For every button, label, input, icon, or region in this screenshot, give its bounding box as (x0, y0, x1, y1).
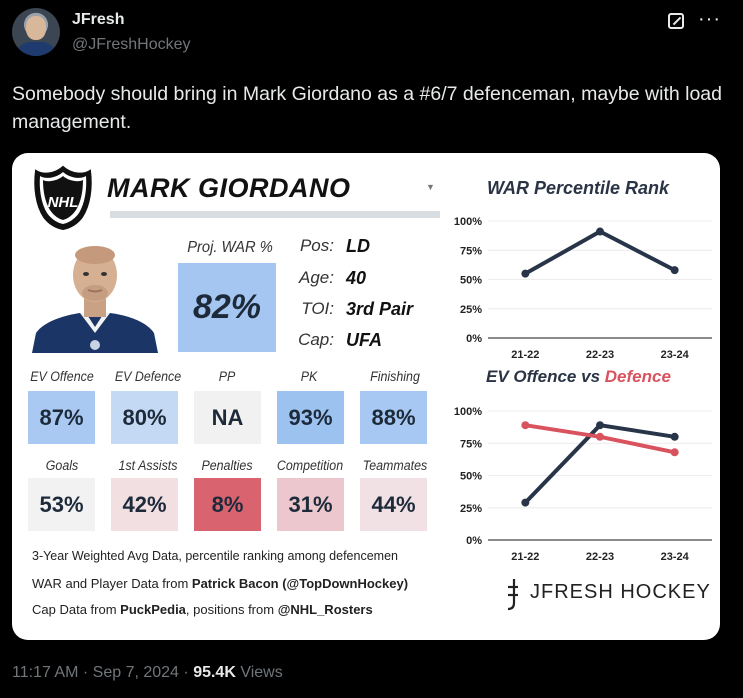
chevron-down-icon: ▼ (426, 182, 435, 192)
author-handle[interactable]: @JFreshHockey (72, 36, 191, 53)
tweet-time[interactable]: 11:17 AM (12, 664, 79, 681)
info-pos-value: LD (346, 236, 370, 256)
chart1-title: WAR Percentile Rank (487, 178, 670, 198)
stat-tile-goals: 53% (28, 478, 95, 531)
stat-label: Teammates (362, 458, 428, 473)
proj-war-label: Proj. WAR % (187, 239, 273, 256)
stat-label: 1st Assists (118, 458, 178, 473)
info-age-key: Age: (299, 268, 334, 287)
stat-tile-first-assists: 42% (111, 478, 178, 531)
x-tick-label: 21-22 (511, 349, 539, 361)
jfresh-logo-icon (507, 579, 518, 611)
tweet-image-card[interactable]: NHL MARK GIORDANO ▼ Proj. WAR % 82% Pos:… (12, 153, 720, 640)
player-photo (32, 246, 158, 353)
author-name[interactable]: JFresh (72, 11, 125, 28)
more-options-icon[interactable]: ··· (698, 8, 721, 30)
x-tick-label: 22-23 (586, 551, 614, 563)
info-cap-key: Cap: (298, 330, 334, 349)
stat-tile-ev-offence: 87% (28, 391, 95, 444)
tweet-text: Somebody should bring in Mark Giordano a… (12, 83, 722, 133)
stat-label: PK (300, 369, 318, 384)
stat-tile-teammates: 44% (360, 478, 427, 531)
data-point (596, 421, 604, 430)
stat-label: Finishing (370, 369, 420, 384)
proj-war-tile: 82% (178, 263, 276, 352)
stat-label: Penalties (201, 458, 253, 473)
stat-label: Goals (45, 458, 79, 473)
source-line-1: WAR and Player Data from Patrick Bacon (… (32, 576, 409, 591)
stat-tile-pp: NA (194, 391, 261, 444)
x-tick-label: 22-23 (586, 349, 614, 361)
info-toi-key: TOI: (301, 299, 334, 318)
y-tick-label: 0% (466, 333, 482, 345)
data-point (596, 227, 604, 236)
stat-label: EV Defence (114, 369, 182, 384)
y-tick-label: 25% (460, 304, 482, 316)
tweet-date[interactable]: Sep 7, 2024 (92, 664, 179, 681)
author-avatar[interactable] (12, 8, 60, 56)
ev-offence-defence-chart: 0% 25% 50% 75% 100% 21-22 22-23 23-24 (454, 406, 712, 563)
player-name: MARK GIORDANO (107, 173, 351, 203)
stat-tile-competition: 31% (277, 478, 344, 531)
war-percentile-chart: 0% 25% 50% 75% 100% 21-22 22-23 23-24 (454, 216, 712, 361)
chart2-title: EV Offence vs Defence (486, 367, 671, 386)
stat-tile-pk: 93% (277, 391, 344, 444)
x-tick-label: 23-24 (661, 349, 690, 361)
brand-text: JFRESH HOCKEY (530, 581, 711, 603)
x-tick-label: 23-24 (661, 551, 690, 563)
stat-tile-penalties: 8% (194, 478, 261, 531)
y-tick-label: 25% (460, 503, 482, 515)
y-tick-label: 100% (454, 216, 482, 228)
series-line (524, 229, 676, 276)
data-point (670, 266, 679, 275)
stat-label: PP (218, 369, 236, 384)
info-pos-key: Pos: (299, 236, 334, 255)
stat-tile-finishing: 88% (360, 391, 427, 444)
stat-tile-ev-defence: 80% (111, 391, 178, 444)
x-tick-label: 21-22 (511, 551, 539, 563)
info-cap-value: UFA (346, 330, 382, 350)
svg-text:NHL: NHL (48, 194, 79, 211)
stat-label: Competition (276, 458, 344, 473)
data-point (670, 448, 679, 457)
info-age-value: 40 (346, 268, 367, 288)
views-label: Views (240, 664, 283, 681)
data-point (670, 432, 679, 441)
views-count: 95.4K (193, 664, 236, 681)
title-underline (110, 211, 440, 218)
y-tick-label: 50% (460, 275, 482, 287)
y-tick-label: 100% (454, 406, 482, 418)
nhl-logo-icon: NHL (34, 165, 92, 231)
y-tick-label: 75% (460, 438, 482, 450)
footnote: 3-Year Weighted Avg Data, percentile ran… (32, 549, 398, 563)
data-point (521, 269, 530, 278)
grok-icon[interactable] (668, 13, 684, 29)
data-point (521, 498, 530, 507)
y-tick-label: 50% (460, 471, 482, 483)
y-tick-label: 0% (466, 535, 482, 547)
tweet-meta: 11:17 AM · Sep 7, 2024 · 95.4K Views (12, 664, 283, 681)
info-toi-value: 3rd Pair (346, 299, 414, 319)
y-tick-label: 75% (460, 245, 482, 257)
stat-label: EV Offence (30, 369, 94, 384)
data-point (521, 421, 530, 430)
data-point (596, 432, 604, 441)
source-line-2: Cap Data from PuckPedia, positions from … (32, 602, 373, 617)
